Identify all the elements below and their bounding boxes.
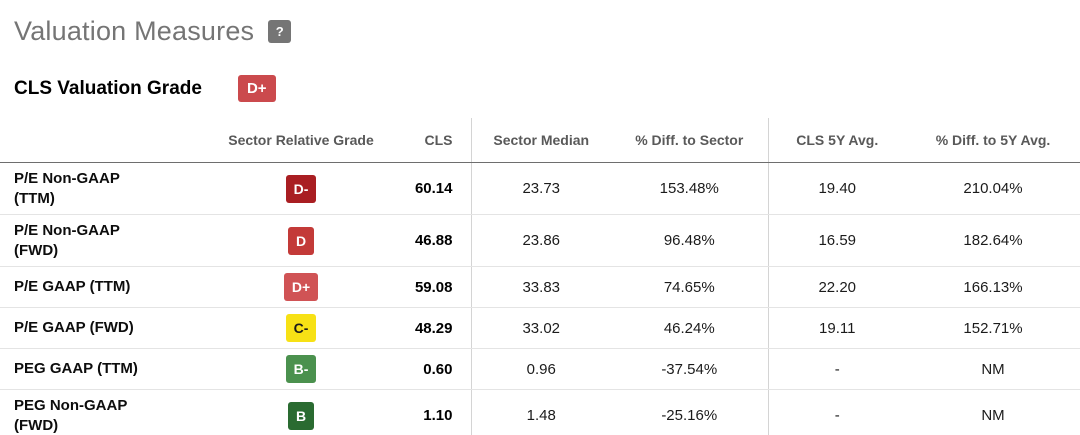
diff-to-sector-value: 74.65% <box>611 266 768 308</box>
cls-5y-avg-value: - <box>767 348 906 390</box>
grade-badge: D- <box>285 174 317 203</box>
cls-value: 60.14 <box>387 162 471 215</box>
col-header-sector-median: Sector Median <box>470 118 611 163</box>
diff-to-sector-value: 46.24% <box>611 307 768 349</box>
grade-cell: B <box>215 389 387 435</box>
sector-median-value: 23.86 <box>470 214 611 267</box>
col-header-metric <box>0 118 215 163</box>
grade-label: CLS Valuation Grade <box>14 77 202 99</box>
sector-median-value: 0.96 <box>470 348 611 390</box>
diff-to-sector-value: 153.48% <box>611 162 768 215</box>
grade-badge: B- <box>285 355 317 383</box>
diff-to-5y-avg-value: 210.04% <box>906 162 1080 215</box>
col-header-sector-relative-grade: Sector Relative Grade <box>215 118 387 163</box>
valuation-measures-section: Valuation Measures ? CLS Valuation Grade… <box>0 16 1080 435</box>
table-row: P/E Non-GAAP (TTM) D- 60.14 23.73 153.48… <box>0 162 1080 215</box>
cls-5y-avg-value: 19.11 <box>767 307 906 349</box>
metric-label: P/E GAAP (TTM) <box>0 266 215 308</box>
diff-to-5y-avg-value: NM <box>906 389 1080 435</box>
sector-median-value: 33.83 <box>470 266 611 308</box>
cls-5y-avg-value: 22.20 <box>767 266 906 308</box>
table-row: P/E GAAP (TTM) D+ 59.08 33.83 74.65% 22.… <box>0 266 1080 308</box>
cls-value: 59.08 <box>387 266 471 308</box>
help-icon[interactable]: ? <box>268 20 292 43</box>
cls-value: 48.29 <box>387 307 471 349</box>
diff-to-sector-value: -37.54% <box>611 348 768 390</box>
diff-to-sector-value: -25.16% <box>611 389 768 435</box>
metric-label: P/E GAAP (FWD) <box>0 307 215 349</box>
grade-cell: D+ <box>215 266 387 308</box>
grade-cell: C- <box>215 307 387 349</box>
diff-to-5y-avg-value: 182.64% <box>906 214 1080 267</box>
table-row: P/E Non-GAAP (FWD) D 46.88 23.86 96.48% … <box>0 214 1080 267</box>
section-header: Valuation Measures ? <box>14 16 1080 47</box>
diff-to-5y-avg-value: 152.71% <box>906 307 1080 349</box>
metric-label: P/E Non-GAAP (TTM) <box>0 162 215 215</box>
cls-5y-avg-value: 19.40 <box>767 162 906 215</box>
cls-value: 46.88 <box>387 214 471 267</box>
sector-median-value: 33.02 <box>470 307 611 349</box>
grade-badge: B <box>287 401 315 430</box>
metric-label: PEG GAAP (TTM) <box>0 348 215 390</box>
overall-grade-badge: D+ <box>237 75 276 102</box>
diff-to-5y-avg-value: 166.13% <box>906 266 1080 308</box>
grade-cell: D <box>215 214 387 267</box>
overall-grade-row: CLS Valuation Grade D+ <box>14 75 1080 102</box>
cls-5y-avg-value: - <box>767 389 906 435</box>
grade-badge: C- <box>285 314 317 342</box>
cls-value: 0.60 <box>387 348 471 390</box>
table-row: PEG Non-GAAP (FWD) B 1.10 1.48 -25.16% -… <box>0 389 1080 435</box>
col-header-cls-5y-avg: CLS 5Y Avg. <box>767 118 906 163</box>
table-header-row: Sector Relative Grade CLS Sector Median … <box>0 118 1080 163</box>
table-body: P/E Non-GAAP (TTM) D- 60.14 23.73 153.48… <box>0 162 1080 435</box>
cls-5y-avg-value: 16.59 <box>767 214 906 267</box>
table-row: P/E GAAP (FWD) C- 48.29 33.02 46.24% 19.… <box>0 307 1080 349</box>
sector-median-value: 1.48 <box>470 389 611 435</box>
page-title: Valuation Measures <box>14 16 255 46</box>
grade-cell: D- <box>215 162 387 215</box>
col-header-cls: CLS <box>387 118 471 163</box>
metric-label: PEG Non-GAAP (FWD) <box>0 389 215 435</box>
table-row: PEG GAAP (TTM) B- 0.60 0.96 -37.54% - NM <box>0 348 1080 390</box>
diff-to-5y-avg-value: NM <box>906 348 1080 390</box>
col-header-diff-to-5y-avg: % Diff. to 5Y Avg. <box>906 118 1080 163</box>
sector-median-value: 23.73 <box>470 162 611 215</box>
grade-badge: D <box>287 226 315 255</box>
valuation-table: Sector Relative Grade CLS Sector Median … <box>0 118 1080 435</box>
grade-cell: B- <box>215 348 387 390</box>
metric-label: P/E Non-GAAP (FWD) <box>0 214 215 267</box>
col-header-diff-to-sector: % Diff. to Sector <box>611 118 768 163</box>
cls-value: 1.10 <box>387 389 471 435</box>
diff-to-sector-value: 96.48% <box>611 214 768 267</box>
grade-badge: D+ <box>283 273 319 301</box>
